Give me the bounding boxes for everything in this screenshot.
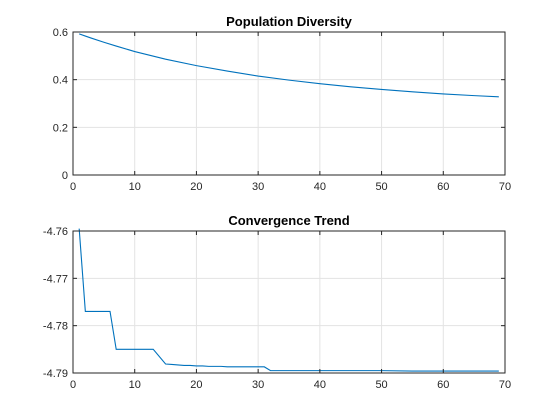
- x-tick-label: 30: [252, 181, 264, 193]
- series-line: [78, 228, 499, 372]
- x-tick-label: 40: [314, 379, 326, 391]
- plot-area: [73, 32, 505, 175]
- x-tick-label: 50: [375, 181, 387, 193]
- y-tick-label: -4.76: [43, 226, 68, 238]
- y-tick-label: -4.79: [43, 368, 68, 380]
- axes-box: [72, 31, 506, 176]
- x-tick-label: 70: [499, 379, 511, 391]
- x-tick-label: 0: [70, 181, 76, 193]
- x-tick-label: 50: [375, 379, 387, 391]
- x-tick-label: 40: [314, 181, 326, 193]
- chart-2: 0 10 20 30 40 50 60 70 -4.79 -4.78 -4.77 -4.76 Conve…: [43, 213, 511, 391]
- x-tick-label: 70: [499, 181, 511, 193]
- y-tick-label: 0.4: [53, 75, 68, 87]
- series-line: [78, 33, 499, 98]
- chart-1: 0 10 20 30 40 50 60 70 0 0.2 0.4 0.6 Population Dive…: [53, 14, 511, 193]
- y-tick-label: 0.6: [53, 27, 68, 39]
- x-tick-label: 10: [129, 379, 141, 391]
- x-tick-label: 0: [70, 379, 76, 391]
- y-tick-label: 0: [62, 170, 68, 182]
- x-tick-label: 10: [129, 181, 141, 193]
- y-tick-label: -4.78: [43, 321, 68, 333]
- y-tick-label: -4.77: [43, 273, 68, 285]
- y-tick-label: 0.2: [53, 122, 68, 134]
- x-tick-label: 60: [437, 181, 449, 193]
- x-tick-label: 30: [252, 379, 264, 391]
- axes-box: [72, 230, 506, 374]
- x-tick-label: 60: [437, 379, 449, 391]
- chart-title: Convergence Trend: [228, 213, 349, 228]
- x-tick-label: 20: [190, 379, 202, 391]
- chart-title: Population Diversity: [226, 14, 352, 29]
- x-tick-label: 20: [190, 181, 202, 193]
- plot-area: [73, 231, 505, 373]
